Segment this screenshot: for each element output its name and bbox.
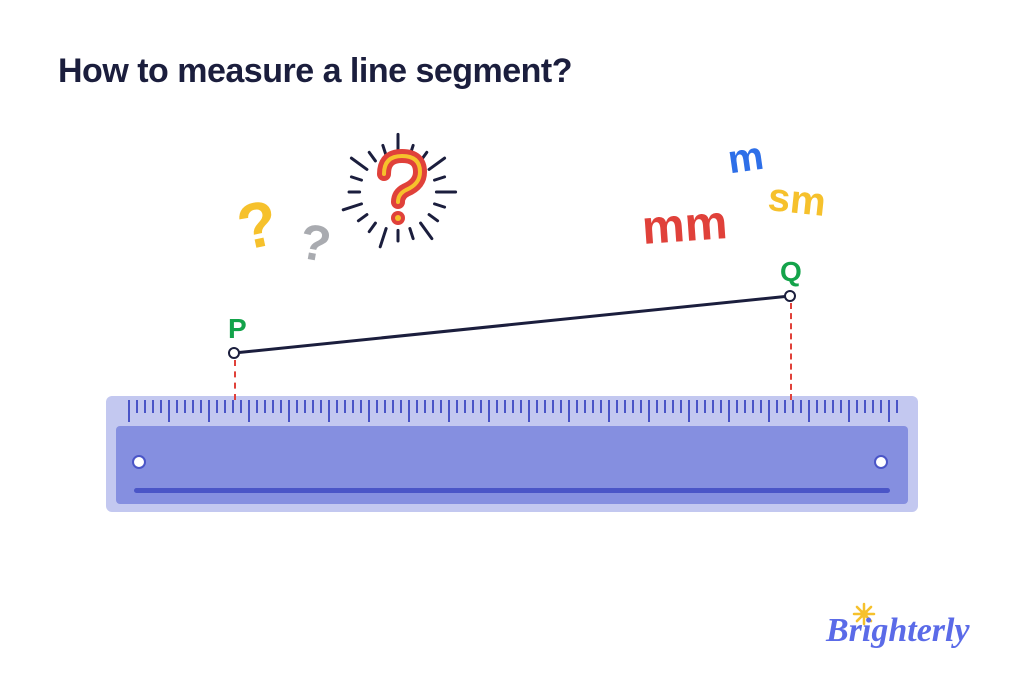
brand-logo-text: Brighterly [826, 612, 970, 649]
big-question-mark-icon [338, 132, 458, 252]
endpoint-label-q: Q [780, 256, 802, 288]
line-segment [0, 0, 1024, 683]
unit-label: sm [766, 175, 828, 226]
question-mark-icon: ? [231, 185, 285, 266]
ruler-base-line [134, 488, 890, 493]
projection-dash-p [234, 360, 236, 400]
brand-logo: Brighterly [826, 612, 970, 650]
endpoint-label-p: P [228, 313, 247, 345]
ruler-hole-left [132, 455, 146, 469]
ruler-hole-right [874, 455, 888, 469]
page-title: How to measure a line segment? [58, 52, 572, 91]
endpoint-q [784, 290, 796, 302]
unit-label: mm [640, 195, 729, 256]
ruler [106, 396, 918, 512]
projection-dash-q [790, 303, 792, 400]
question-mark-icon: ? [295, 212, 335, 274]
endpoint-p [228, 347, 240, 359]
diagram-canvas: How to measure a line segment? P Q msmmm… [0, 0, 1024, 683]
unit-label: m [725, 134, 766, 184]
